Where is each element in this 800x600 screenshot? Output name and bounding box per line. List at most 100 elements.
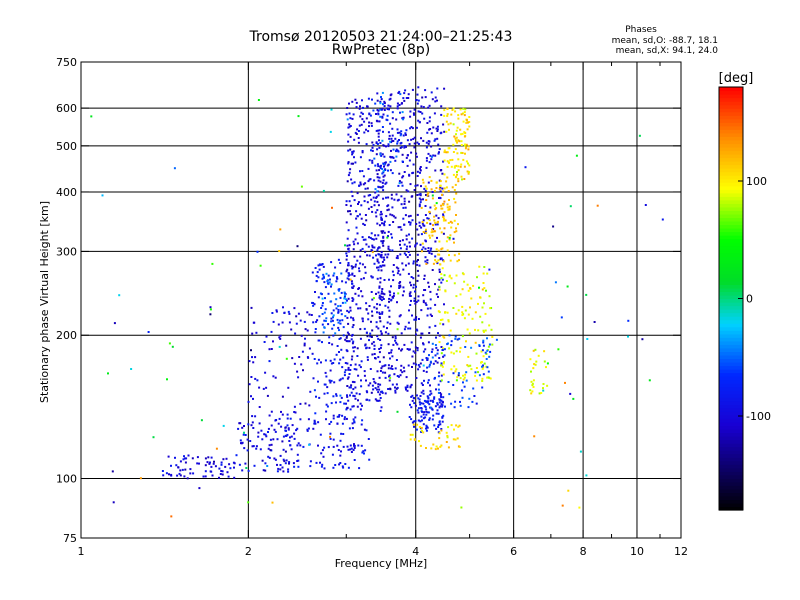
data-point — [387, 388, 390, 390]
data-point — [371, 384, 374, 387]
data-point — [357, 288, 360, 290]
data-point — [347, 466, 350, 469]
data-point — [394, 389, 397, 392]
data-point — [402, 217, 405, 220]
data-point — [396, 410, 399, 413]
data-point — [342, 433, 345, 435]
data-point — [463, 385, 466, 388]
data-point — [293, 405, 296, 408]
data-point — [402, 118, 405, 121]
data-point — [147, 331, 150, 333]
data-point — [359, 249, 362, 252]
data-point — [395, 148, 398, 151]
data-point — [491, 343, 494, 346]
data-point — [346, 180, 349, 183]
data-point — [443, 303, 445, 306]
data-point — [371, 251, 374, 254]
data-point — [279, 337, 282, 340]
data-point — [347, 161, 350, 164]
data-point — [375, 141, 378, 144]
data-point — [485, 365, 488, 368]
data-point — [455, 129, 458, 132]
data-point — [371, 314, 374, 317]
data-point — [321, 463, 324, 466]
data-point — [330, 312, 333, 315]
data-point — [419, 362, 422, 365]
data-point — [448, 393, 451, 396]
data-point — [233, 462, 236, 465]
data-point — [412, 283, 415, 286]
data-point — [433, 424, 436, 427]
data-point — [482, 282, 485, 284]
data-point — [354, 161, 357, 164]
data-point — [402, 286, 405, 289]
data-point — [345, 221, 348, 224]
data-point — [424, 189, 427, 192]
data-point — [330, 362, 333, 365]
data-point — [387, 131, 390, 134]
data-point — [378, 285, 381, 288]
data-point — [417, 411, 420, 414]
data-point — [252, 397, 254, 400]
data-point — [469, 306, 471, 309]
data-point — [437, 310, 440, 313]
data-point — [323, 446, 326, 449]
data-point — [348, 278, 351, 281]
data-point — [424, 260, 427, 263]
data-point — [417, 274, 420, 277]
data-point — [332, 324, 335, 327]
data-point — [325, 418, 327, 421]
data-point — [248, 360, 251, 363]
data-point — [347, 376, 350, 379]
data-point — [337, 326, 340, 329]
data-point — [412, 112, 415, 115]
data-point — [394, 335, 397, 338]
data-point — [451, 186, 454, 189]
data-point — [463, 280, 466, 283]
data-point — [306, 429, 309, 432]
data-point — [365, 219, 368, 222]
data-point — [407, 327, 410, 330]
data-point — [443, 114, 446, 117]
data-point — [409, 223, 412, 226]
data-point — [473, 395, 476, 397]
data-point — [409, 304, 412, 306]
data-point — [418, 197, 421, 200]
data-point — [396, 105, 399, 108]
data-point — [420, 391, 423, 394]
data-point — [463, 144, 466, 147]
data-point — [264, 469, 267, 472]
data-point — [436, 262, 439, 265]
data-point — [316, 319, 319, 322]
data-point — [422, 139, 425, 142]
data-point — [433, 215, 436, 218]
y-tick-label: 300 — [56, 245, 77, 258]
data-point — [335, 280, 338, 283]
colorbar-segment — [719, 344, 743, 349]
data-point — [390, 137, 393, 140]
data-point — [391, 172, 394, 175]
data-point — [464, 373, 467, 376]
data-point — [241, 469, 244, 472]
data-point — [387, 235, 389, 238]
data-point — [323, 392, 326, 395]
data-point — [388, 315, 391, 318]
data-point — [306, 311, 309, 314]
data-point — [171, 345, 174, 348]
data-point — [347, 229, 350, 232]
data-point — [312, 377, 315, 380]
data-point — [362, 183, 365, 186]
data-point — [475, 379, 478, 382]
data-point — [459, 346, 462, 349]
data-point — [452, 307, 455, 309]
data-point — [380, 216, 383, 219]
chart-title: Tromsø 20120503 21:24:00–21:25:43 — [249, 29, 513, 45]
data-point — [345, 335, 348, 338]
data-point — [304, 337, 306, 340]
data-point — [186, 477, 189, 480]
data-point — [167, 455, 170, 458]
data-point — [409, 110, 412, 113]
data-point — [441, 247, 444, 250]
data-point — [465, 121, 468, 124]
data-point — [380, 230, 383, 233]
